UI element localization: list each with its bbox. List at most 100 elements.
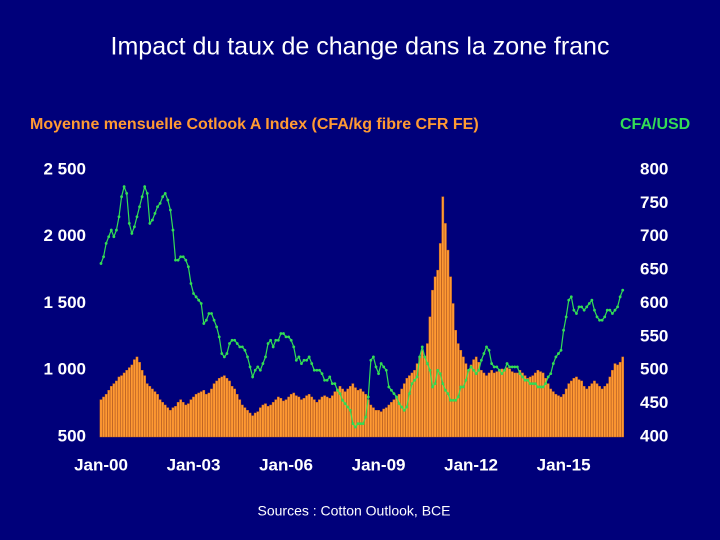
line-marker: [374, 365, 378, 369]
chart-title: Impact du taux de change dans la zone fr…: [111, 33, 610, 61]
line-marker: [402, 408, 406, 412]
line-marker: [158, 201, 162, 205]
bar: [207, 392, 211, 438]
line-marker: [336, 388, 339, 392]
line-marker: [505, 362, 509, 365]
bar: [184, 404, 188, 438]
line-marker: [264, 355, 267, 359]
bar: [420, 350, 424, 438]
bar: [223, 375, 226, 438]
bar: [541, 372, 545, 438]
y2-tick-label: 400: [640, 426, 668, 445]
line-marker: [562, 328, 565, 332]
line-marker: [533, 382, 537, 385]
line-marker: [174, 258, 177, 262]
line-marker: [567, 298, 571, 302]
line-marker: [490, 362, 494, 365]
bar: [292, 392, 296, 438]
bar: [243, 407, 247, 438]
line-marker: [487, 348, 491, 352]
line-marker: [359, 422, 362, 426]
bar: [143, 375, 146, 438]
bar: [593, 380, 596, 438]
line-marker: [521, 375, 524, 379]
line-marker: [364, 415, 368, 419]
bar: [467, 370, 470, 438]
x-tick-label: Jan-15: [537, 455, 591, 474]
bar: [580, 380, 583, 438]
bar: [295, 395, 298, 438]
bar: [179, 399, 182, 438]
bar: [220, 376, 224, 438]
x-tick-label: Jan-00: [74, 455, 128, 474]
line-marker: [328, 375, 332, 379]
bar: [523, 375, 527, 438]
bar: [392, 399, 396, 438]
line-marker: [415, 375, 419, 379]
bar: [559, 396, 563, 438]
line-marker: [608, 308, 612, 312]
bar: [228, 380, 231, 438]
bar: [613, 363, 617, 438]
bar: [151, 388, 154, 438]
line-marker: [212, 318, 216, 322]
line-marker: [135, 215, 139, 219]
bar: [230, 386, 234, 438]
bar: [516, 372, 519, 438]
bar: [341, 388, 344, 438]
line-marker: [585, 305, 589, 309]
bar: [456, 343, 460, 438]
bar: [158, 399, 162, 438]
bar: [210, 388, 213, 438]
line-marker: [590, 298, 594, 302]
line-marker: [133, 225, 136, 229]
bar: [570, 380, 573, 438]
bar: [369, 404, 373, 438]
line-marker: [472, 368, 476, 372]
line-marker: [605, 308, 609, 312]
line-marker: [572, 308, 576, 312]
line-marker: [210, 312, 213, 315]
line-marker: [598, 318, 601, 322]
bar: [539, 371, 542, 438]
line-marker: [441, 382, 445, 385]
line-marker: [161, 195, 165, 199]
line-marker: [464, 378, 468, 382]
bar: [564, 388, 568, 438]
bar: [122, 372, 126, 438]
line-marker: [176, 258, 180, 262]
bar: [526, 378, 529, 438]
y2-tick-label: 450: [640, 393, 668, 412]
line-marker: [546, 375, 550, 379]
bar: [310, 396, 314, 438]
line-marker: [292, 345, 296, 349]
line-marker: [279, 332, 283, 335]
y2-tick-label: 650: [640, 260, 668, 279]
line-marker: [495, 365, 499, 369]
bar: [590, 383, 594, 438]
bar: [318, 399, 321, 438]
line-marker: [485, 345, 488, 349]
line-marker: [151, 218, 154, 222]
bar: [374, 410, 378, 438]
bar: [379, 411, 383, 438]
bar: [472, 359, 475, 438]
bar: [145, 383, 149, 438]
bar: [253, 412, 257, 438]
bar: [426, 343, 429, 438]
bar: [554, 394, 558, 438]
y2-tick-label: 800: [640, 159, 668, 178]
line-marker: [379, 362, 383, 365]
bar: [163, 404, 167, 438]
bar: [217, 378, 221, 438]
line-marker: [405, 405, 409, 409]
bar: [289, 394, 293, 438]
line-marker: [595, 315, 599, 319]
line-marker: [217, 335, 221, 339]
bar: [336, 388, 339, 438]
line-marker: [377, 372, 380, 375]
bar: [387, 404, 391, 438]
line-marker: [163, 191, 167, 195]
line-marker: [192, 292, 195, 295]
line-marker: [451, 398, 455, 402]
